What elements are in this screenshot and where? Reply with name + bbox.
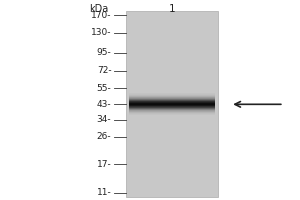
Bar — [129, 109, 215, 110]
Text: 11-: 11- — [97, 188, 111, 197]
Bar — [129, 106, 215, 107]
Bar — [129, 101, 215, 102]
Bar — [129, 114, 215, 115]
Bar — [129, 99, 215, 100]
Bar — [129, 108, 215, 109]
Bar — [129, 112, 215, 113]
Bar — [129, 100, 215, 101]
Bar — [129, 113, 215, 114]
Text: 95-: 95- — [97, 48, 111, 57]
Bar — [129, 104, 215, 105]
Bar — [129, 102, 215, 103]
Text: 1: 1 — [169, 4, 175, 14]
Bar — [129, 96, 215, 97]
Text: 170-: 170- — [91, 11, 111, 20]
Bar — [129, 94, 215, 95]
Bar — [129, 103, 215, 104]
Text: 17-: 17- — [97, 160, 111, 169]
Bar — [129, 98, 215, 99]
Bar — [129, 95, 215, 96]
Bar — [129, 111, 215, 112]
Text: 43-: 43- — [97, 100, 111, 109]
Text: 26-: 26- — [97, 132, 111, 141]
Text: 55-: 55- — [97, 84, 111, 93]
Bar — [126, 11, 218, 197]
Bar — [129, 93, 215, 94]
Text: kDa: kDa — [89, 4, 108, 14]
Bar — [129, 110, 215, 111]
Bar — [129, 97, 215, 98]
Text: 34-: 34- — [97, 115, 111, 124]
Bar — [129, 105, 215, 106]
Text: 72-: 72- — [97, 66, 111, 75]
Text: 130-: 130- — [91, 28, 111, 37]
Bar — [129, 107, 215, 108]
